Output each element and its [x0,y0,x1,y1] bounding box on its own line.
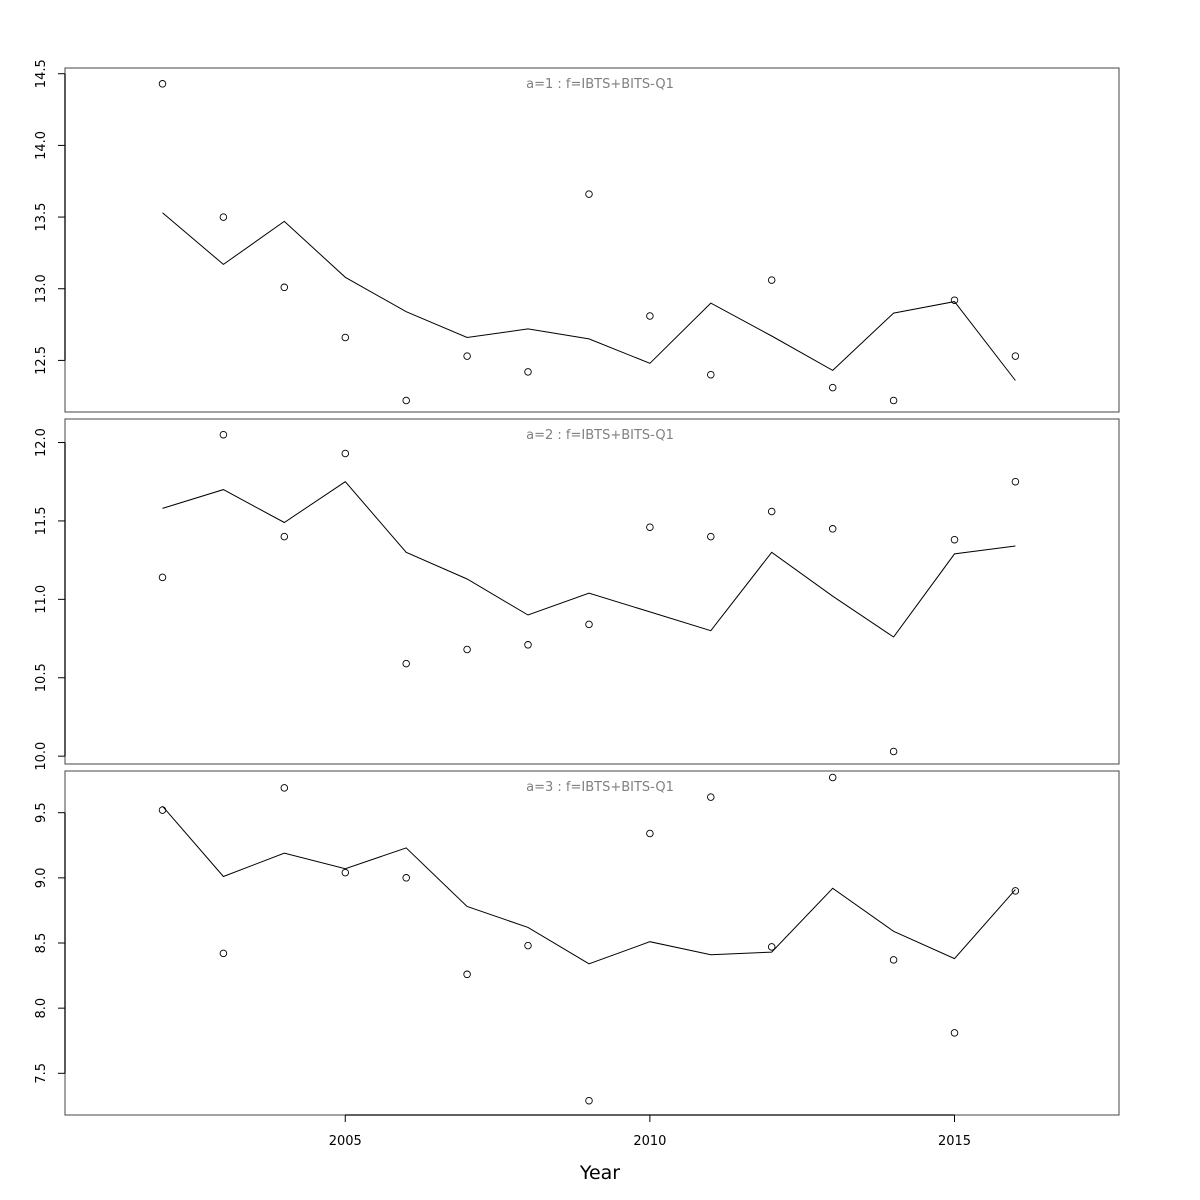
observed-point [1011,477,1020,486]
observed-point [158,80,167,88]
observed-point [828,383,837,392]
x-tick-label: 2005 [329,1134,362,1149]
y-tick-label: 14.5 [34,59,49,88]
y-tick-label: 11.5 [34,506,49,535]
observed-point [280,532,289,541]
observed-point [158,806,167,814]
panel-title: a=1 : f=IBTS+BITS-Q1 [526,77,674,92]
panel-title: a=2 : f=IBTS+BITS-Q1 [526,428,674,443]
y-tick-label: 8.5 [34,933,49,954]
panels-group: a=1 : f=IBTS+BITS-Q1 12.5 13.0 13.5 14.0 14.5… [34,59,1120,1116]
observed-point [707,793,715,801]
observed-point [646,829,654,838]
observed-point [280,283,289,292]
observed-point [463,970,471,979]
panel-frame [64,67,1120,413]
panel-3: a=3 : f=IBTS+BITS-Q1 7.5 8.0 8.5 9.0 9.5 [34,770,1120,1116]
observed-point [524,941,532,950]
observed-point [889,747,898,756]
panel-2: a=2 : f=IBTS+BITS-Q1 10.0 10.5 11.0 11.5 12.0 [34,418,1120,771]
observed-point [219,949,228,958]
panel-frame [64,770,1120,1116]
observed-point [341,868,350,877]
observed-point [585,190,593,198]
observed-point [767,943,776,951]
fitted-line [162,481,1016,638]
y-tick-label: 10.0 [34,742,49,771]
observed-point [950,535,959,544]
observed-point [1011,887,1020,895]
observed-point [524,641,532,649]
y-tick-label: 12.5 [34,346,49,375]
panel-title: a=3 : f=IBTS+BITS-Q1 [526,780,674,795]
observed-point [950,1029,959,1037]
observed-point [219,213,228,221]
y-tick-label: 8.0 [34,998,49,1019]
x-axis-title: Year [579,1162,620,1184]
panel-frame [64,418,1120,765]
y-tick-label: 11.0 [34,585,49,614]
observed-point [889,956,898,964]
panel-1: a=1 : f=IBTS+BITS-Q1 12.5 13.0 13.5 14.0 14.5 [34,59,1120,413]
observed-point [402,396,410,405]
y-tick-label: 13.5 [34,203,49,232]
observed-point [1011,352,1020,360]
observed-point [646,312,654,320]
observed-point [463,645,471,654]
y-tick-label: 13.0 [34,274,49,303]
observed-point [585,1096,593,1105]
y-tick-label: 7.5 [34,1063,49,1084]
y-tick-label: 10.5 [34,663,49,692]
y-tick-label: 14.0 [34,131,49,160]
observed-point [158,573,167,582]
observed-point [280,784,289,792]
x-tick-label: 2015 [938,1134,971,1149]
y-tick-label: 12.0 [34,428,49,457]
observed-point [524,368,532,376]
fitted-line [162,212,1016,381]
observed-point [646,523,654,531]
observed-point [463,352,471,360]
observed-point [828,525,837,533]
fitted-line [162,805,1016,965]
y-tick-label: 9.5 [34,802,49,823]
observed-point [767,507,776,516]
observed-point [341,449,350,458]
observed-point [767,276,776,284]
observed-point [402,659,410,668]
observed-point [707,370,715,379]
observed-point [585,620,593,629]
x-tick-label: 2010 [633,1134,666,1149]
observed-point [219,430,228,439]
observed-point [402,874,410,882]
observed-point [828,773,837,782]
observed-point [707,532,715,541]
observed-point [950,296,959,304]
observed-point [889,396,898,405]
x-axis: 2005 2010 2015 [329,1114,971,1149]
observed-point [341,333,350,342]
y-tick-label: 9.0 [34,868,49,889]
